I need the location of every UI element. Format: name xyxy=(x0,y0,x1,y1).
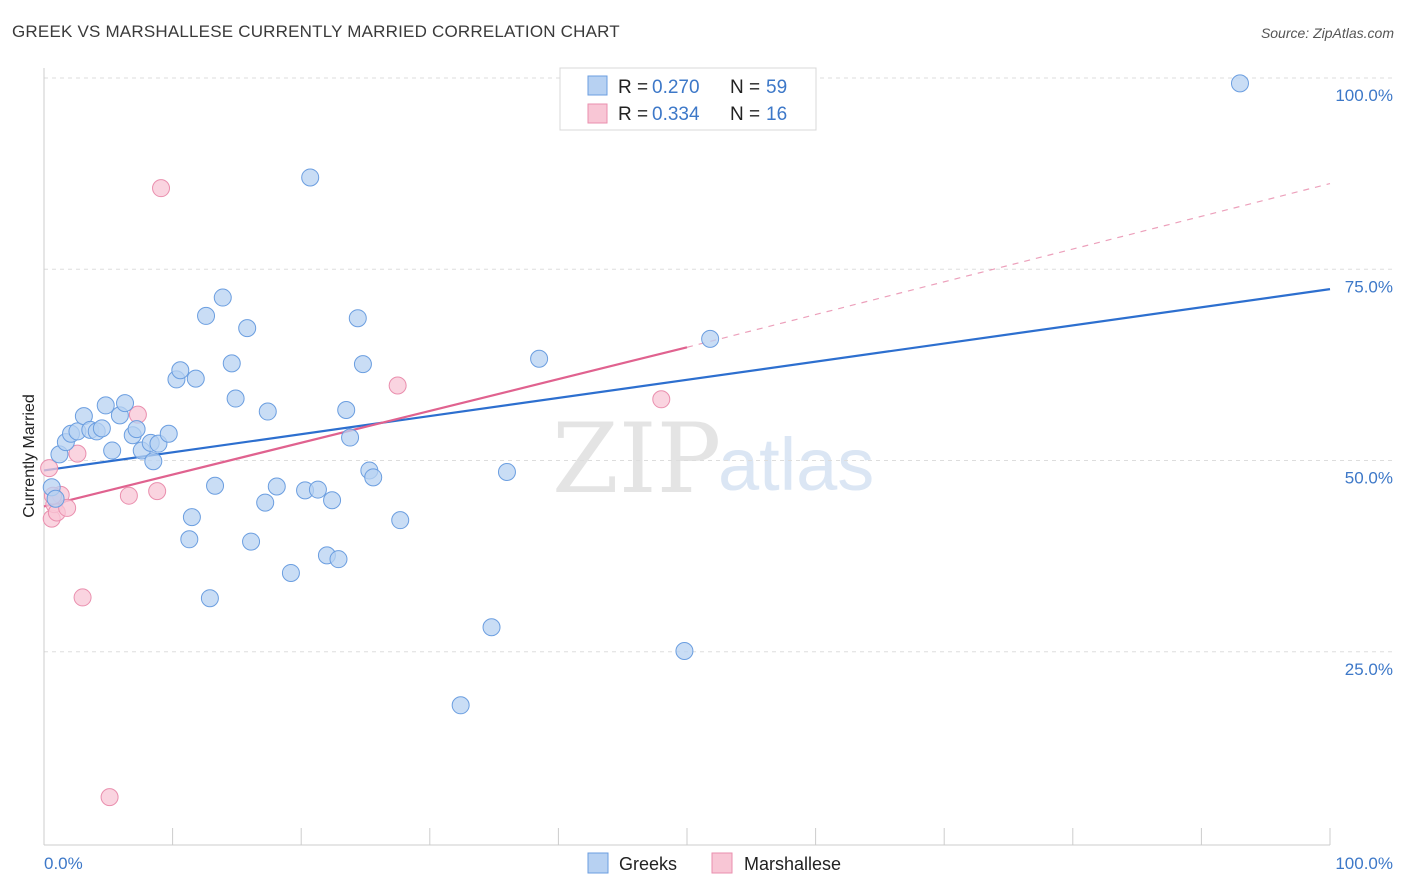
data-point-greeks xyxy=(226,389,245,408)
data-point-greeks xyxy=(353,355,372,374)
x-tick-label-max: 100.0% xyxy=(1335,854,1393,873)
stats-legend: R = 0.270 N = 59 R = 0.334 N = 16 xyxy=(559,67,817,131)
data-point-greeks xyxy=(238,319,257,338)
data-point-greeks xyxy=(482,618,501,637)
data-point-greeks xyxy=(171,361,190,380)
data-point-marshallese xyxy=(73,588,92,607)
data-point-greeks xyxy=(197,306,216,325)
grid-lines xyxy=(44,77,1392,653)
data-point-greeks xyxy=(308,480,327,499)
y-tick-label: 75.0% xyxy=(1345,277,1393,296)
data-point-greeks xyxy=(267,477,286,496)
data-point-marshallese xyxy=(68,444,87,463)
data-point-greeks xyxy=(242,532,261,551)
data-point-greeks xyxy=(213,288,232,307)
chart-title: GREEK VS MARSHALLESE CURRENTLY MARRIED C… xyxy=(12,22,620,41)
legend-n-label-greeks: N = xyxy=(730,77,760,98)
data-point-greeks xyxy=(348,309,367,328)
data-point-greeks xyxy=(497,462,516,481)
trend-lines xyxy=(43,182,1331,508)
data-point-marshallese xyxy=(652,390,671,409)
data-point-marshallese xyxy=(100,788,119,807)
y-tick-label: 50.0% xyxy=(1345,469,1393,488)
data-point-greeks xyxy=(364,468,383,487)
bottom-legend-label-greeks: Greeks xyxy=(619,854,677,874)
legend-r-value-greeks: 0.270 xyxy=(652,77,700,98)
x-axis-ticks xyxy=(172,828,1331,845)
data-point-greeks xyxy=(116,394,135,413)
bottom-legend-label-marshallese: Marshallese xyxy=(744,854,841,874)
legend-r-label-greeks: R = xyxy=(618,77,648,98)
legend-n-label-marshallese: N = xyxy=(730,104,760,125)
data-point-greeks xyxy=(281,563,300,582)
data-point-greeks xyxy=(256,493,275,512)
data-point-greeks xyxy=(701,329,720,348)
data-point-marshallese xyxy=(119,486,138,505)
data-point-greeks xyxy=(144,452,163,471)
bottom-legend-swatch-marshallese xyxy=(711,852,733,874)
data-point-marshallese xyxy=(152,179,171,198)
data-point-greeks xyxy=(182,508,201,527)
legend-swatch-marshallese xyxy=(587,103,608,124)
legend-n-value-greeks: 59 xyxy=(766,77,787,98)
y-axis-label: Currently Married xyxy=(21,394,38,518)
data-point-marshallese xyxy=(388,376,407,395)
data-point-greeks xyxy=(337,401,356,420)
data-point-greeks xyxy=(159,424,178,443)
y-tick-label: 25.0% xyxy=(1345,660,1393,679)
data-point-greeks xyxy=(103,441,122,460)
data-point-greeks xyxy=(186,369,205,388)
data-point-greeks xyxy=(180,530,199,549)
greeks-points xyxy=(42,69,1249,715)
data-point-greeks xyxy=(258,402,277,421)
data-point-marshallese xyxy=(40,459,59,478)
data-point-marshallese xyxy=(148,482,167,501)
trend-line-marshallese xyxy=(43,346,688,508)
data-point-greeks xyxy=(200,589,219,608)
data-point-greeks xyxy=(451,696,470,715)
y-axis-tick-labels: 25.0% 50.0% 75.0% 100.0% xyxy=(1335,86,1393,679)
data-point-greeks xyxy=(329,550,348,569)
data-point-greeks xyxy=(341,428,360,447)
data-point-greeks xyxy=(96,396,115,415)
data-point-greeks xyxy=(301,168,320,187)
data-point-greeks xyxy=(391,511,410,530)
legend-n-value-marshallese: 16 xyxy=(766,104,787,125)
data-point-greeks xyxy=(206,476,225,495)
source-label: Source: ZipAtlas.com xyxy=(1260,25,1394,41)
data-point-greeks xyxy=(675,641,694,660)
data-point-greeks xyxy=(92,419,111,438)
legend-r-label-marshallese: R = xyxy=(618,104,648,125)
watermark-zip: ZIP xyxy=(552,403,721,515)
series-legend: Greeks Marshallese xyxy=(587,852,841,874)
data-point-greeks xyxy=(323,491,342,510)
y-tick-label: 100.0% xyxy=(1335,86,1393,105)
data-point-greeks xyxy=(530,349,549,368)
watermark-atlas: atlas xyxy=(718,423,874,506)
data-point-greeks xyxy=(222,354,241,373)
legend-swatch-greeks xyxy=(587,75,608,96)
data-point-greeks xyxy=(1230,74,1249,93)
legend-r-value-marshallese: 0.334 xyxy=(652,104,700,125)
trend-line-marshallese-extension xyxy=(686,182,1331,348)
data-point-greeks xyxy=(46,489,65,508)
bottom-legend-swatch-greeks xyxy=(587,852,609,874)
data-point-greeks xyxy=(127,420,146,439)
x-tick-label-min: 0.0% xyxy=(44,854,83,873)
trend-line-greeks xyxy=(43,288,1331,472)
